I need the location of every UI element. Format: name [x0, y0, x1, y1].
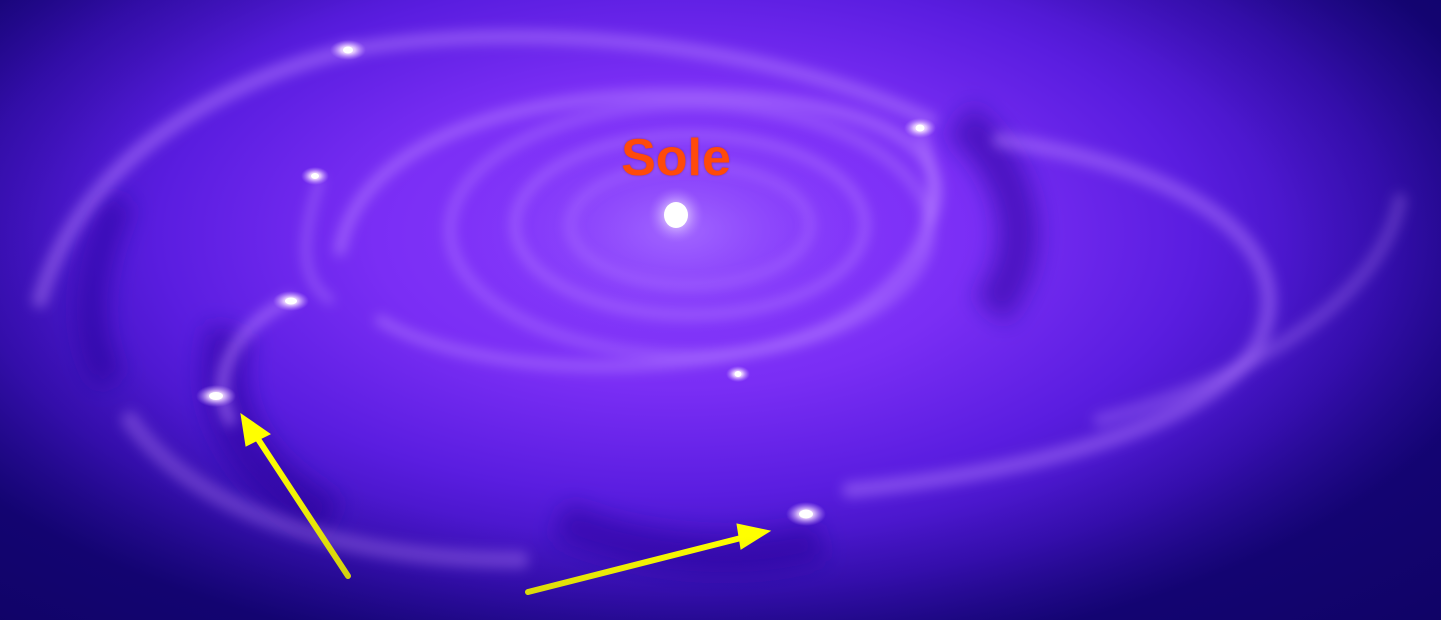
- protoplanet-dot: [904, 118, 936, 138]
- protoplanet-dot: [330, 40, 366, 60]
- protoplanet-dot: [726, 366, 750, 382]
- protoplanet-dot: [196, 385, 236, 407]
- protoplanet-dot: [273, 291, 309, 311]
- caption-partial: [430, 582, 730, 620]
- sun-label: Sole: [621, 129, 731, 187]
- sun: [648, 187, 704, 243]
- protoplanet-dot: [301, 167, 329, 185]
- protoplanet-dot: [786, 502, 826, 526]
